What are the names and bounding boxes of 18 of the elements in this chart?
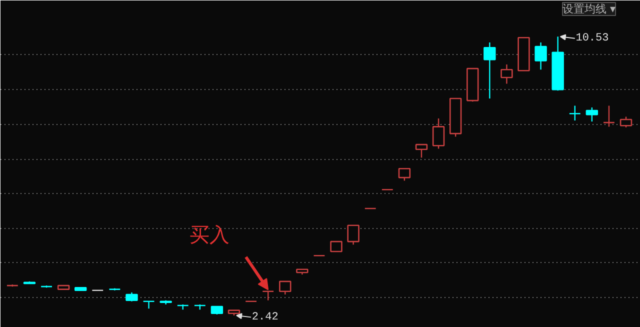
candlestick	[586, 106, 598, 122]
candlestick	[568, 105, 581, 122]
candlestick	[534, 42, 547, 70]
candlestick	[415, 144, 428, 158]
candlestick	[500, 64, 513, 84]
candlestick	[398, 168, 411, 182]
candlestick	[330, 240, 342, 252]
candlestick	[347, 224, 360, 246]
candlestick	[279, 280, 292, 296]
annotation: 设置均线 ▾	[562, 2, 616, 16]
candlestick	[602, 105, 616, 128]
candlestick	[484, 42, 496, 100]
candlestick	[142, 300, 155, 310]
annotation: 10.53	[576, 32, 609, 45]
candlestick	[620, 116, 632, 128]
annotation: 买入	[190, 222, 230, 247]
annotation: 2.42	[252, 311, 278, 324]
candlestick	[432, 118, 445, 150]
